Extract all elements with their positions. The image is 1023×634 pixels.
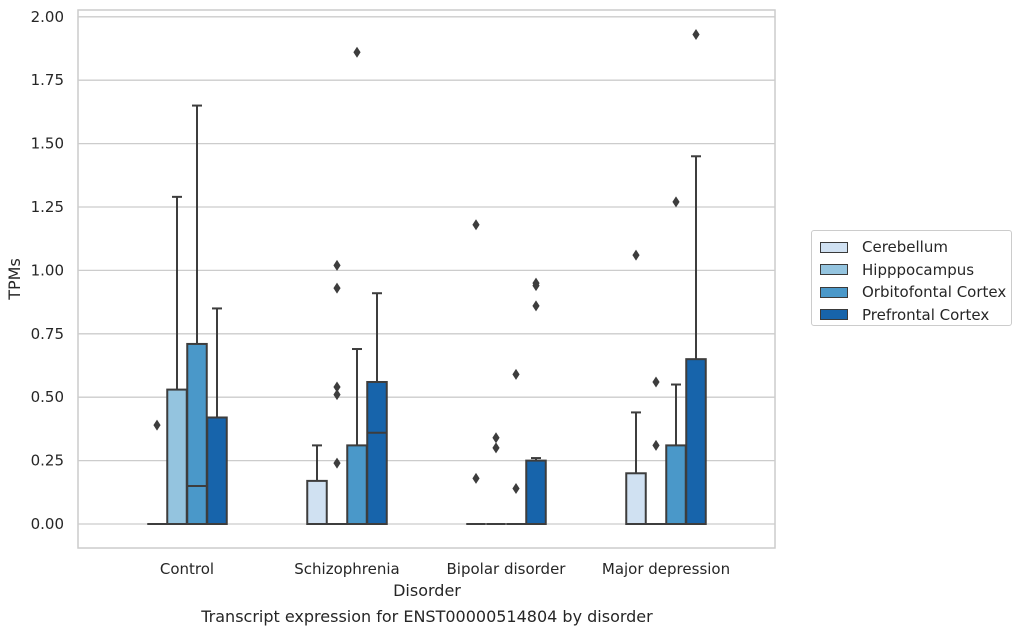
legend-label: Prefrontal Cortex — [862, 305, 990, 324]
outlier-point — [512, 368, 520, 380]
y-axis-ticks: 0.00 0.25 0.50 0.75 1.00 1.25 1.50 1.75 2.00 — [31, 8, 64, 533]
box — [186, 342, 208, 525]
legend-swatch — [820, 286, 848, 298]
legend: Cerebellum Hipppocampus Orbitofontal Corte… — [811, 230, 1012, 326]
y-tick-label: 1.75 — [31, 71, 64, 89]
outlier-point — [333, 381, 341, 393]
plot-frame — [77, 9, 776, 549]
legend-item: Orbitofontal Cortex — [820, 281, 1007, 304]
outlier-point — [153, 419, 161, 431]
outlier-point — [672, 196, 680, 208]
outlier-point — [532, 300, 540, 312]
box-cerebellum-2 — [466, 219, 486, 525]
x-axis-ticks: Control Schizophrenia Bipolar disorder Majo… — [160, 560, 730, 578]
legend-label: Cerebellum — [862, 238, 948, 257]
box — [525, 459, 547, 526]
legend-item: Cerebellum — [820, 236, 1003, 259]
box — [206, 416, 228, 526]
outlier-point — [333, 259, 341, 271]
box-prefrontal-cortex-1 — [366, 292, 388, 526]
x-tick-label: Control — [160, 560, 214, 578]
box — [665, 444, 687, 525]
box-prefrontal-cortex-2 — [525, 277, 547, 526]
legend-label: Hipppocampus — [862, 260, 975, 279]
outlier-point — [652, 439, 660, 451]
x-axis-label: Disorder — [393, 581, 461, 600]
outlier-point — [472, 472, 480, 484]
outlier-point — [333, 389, 341, 401]
box-prefrontal-cortex-3 — [685, 29, 707, 525]
outlier-point — [492, 442, 500, 454]
x-tick-label: Bipolar disorder — [447, 560, 567, 578]
box-hipppocampus-2 — [486, 432, 506, 525]
outlier-point — [333, 282, 341, 294]
outlier-point — [692, 29, 700, 41]
box-hipppocampus-1 — [327, 259, 347, 525]
box — [166, 388, 188, 526]
y-tick-label: 0.00 — [31, 515, 64, 533]
box-orbitofontal-cortex-2 — [506, 368, 526, 525]
outlier-point — [512, 482, 520, 494]
box — [306, 479, 328, 525]
box — [685, 358, 707, 525]
box — [366, 380, 388, 526]
y-tick-label: 1.00 — [31, 261, 64, 279]
legend-swatch — [820, 264, 848, 276]
x-tick-label: Schizophrenia — [294, 560, 399, 578]
outlier-point — [632, 249, 640, 261]
box-cerebellum-3 — [625, 249, 647, 525]
outlier-point — [333, 457, 341, 469]
y-tick-label: 0.75 — [31, 325, 64, 343]
y-tick-label: 1.25 — [31, 198, 64, 216]
outlier-point — [353, 46, 361, 58]
outlier-point — [492, 432, 500, 444]
y-tick-label: 0.25 — [31, 452, 64, 470]
box-hipppocampus-0 — [166, 195, 188, 526]
outlier-point — [472, 219, 480, 231]
y-tick-label: 1.50 — [31, 135, 64, 153]
outlier-point — [532, 280, 540, 292]
outlier-point — [652, 376, 660, 388]
box-cerebellum-0 — [147, 419, 167, 525]
legend-item: Hipppocampus — [820, 259, 1003, 282]
box — [625, 472, 647, 525]
legend-swatch — [820, 309, 848, 321]
x-tick-label: Major depression — [602, 560, 730, 578]
box-cerebellum-1 — [306, 444, 328, 525]
legend-item: Prefrontal Cortex — [820, 304, 1003, 327]
box — [346, 444, 368, 525]
y-tick-label: 0.50 — [31, 388, 64, 406]
y-tick-label: 2.00 — [31, 8, 64, 26]
box-prefrontal-cortex-0 — [206, 307, 228, 526]
y-axis-label: TPMs — [5, 258, 24, 301]
box-orbitofontal-cortex-1 — [346, 46, 368, 525]
box-plot-area — [147, 29, 707, 526]
chart-title: Transcript expression for ENST0000051480… — [200, 607, 653, 626]
box-hipppocampus-3 — [646, 376, 666, 525]
legend-label: Orbitofontal Cortex — [862, 283, 1007, 302]
box-orbitofontal-cortex-0 — [186, 104, 208, 525]
box-orbitofontal-cortex-3 — [665, 196, 687, 525]
legend-swatch — [820, 241, 848, 253]
